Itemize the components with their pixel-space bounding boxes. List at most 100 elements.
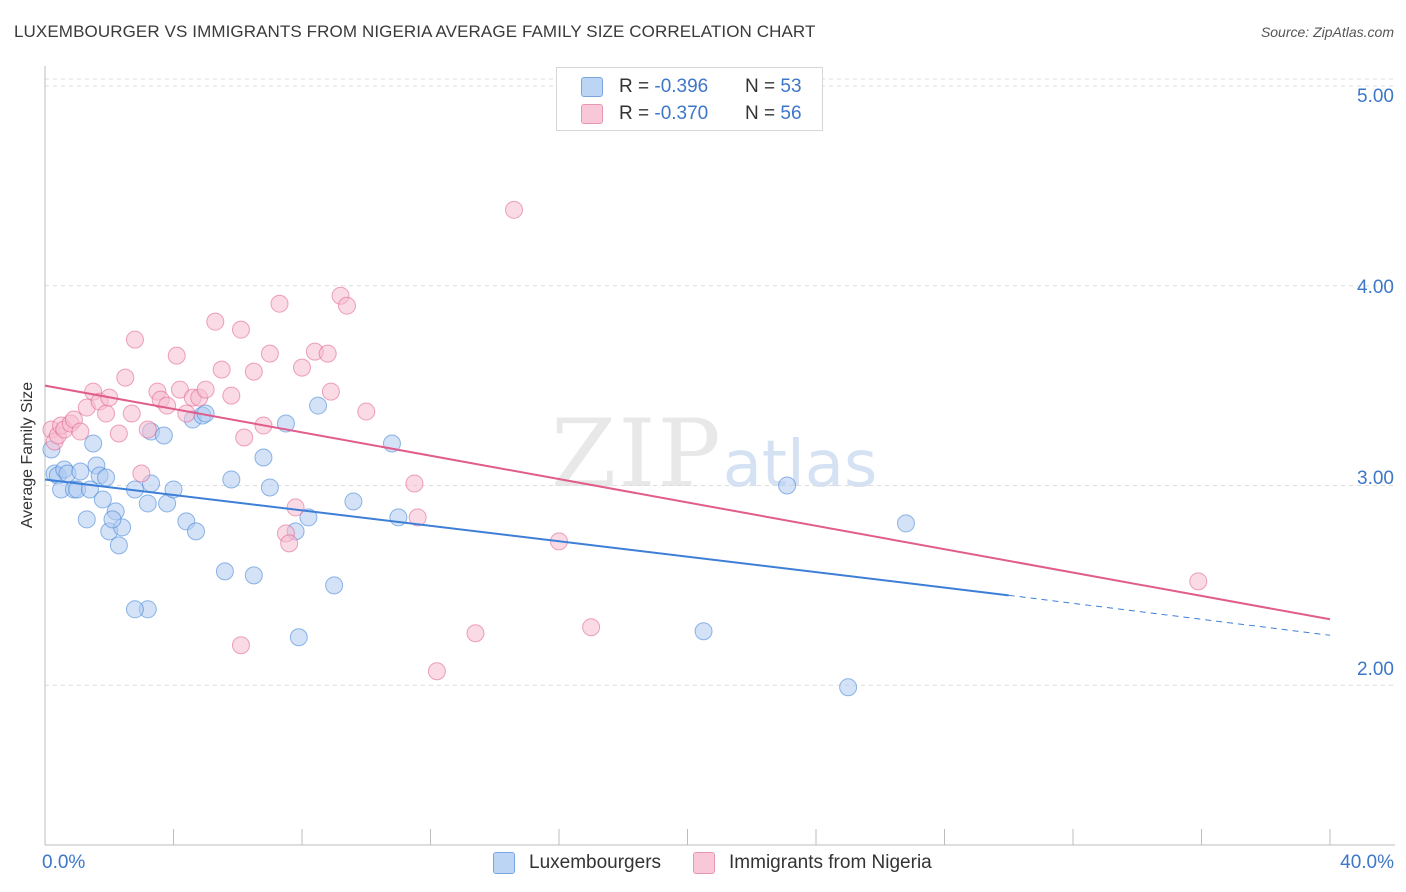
r-stat: R = -0.370 bbox=[619, 103, 745, 125]
nigeria-point bbox=[321, 382, 340, 401]
nigeria-point bbox=[466, 624, 485, 643]
luxembourger-point bbox=[896, 514, 915, 533]
luxembourger-trendline bbox=[44, 478, 1009, 597]
nigeria-point bbox=[408, 508, 427, 527]
luxembourger-point bbox=[71, 462, 90, 481]
luxembourger-point bbox=[254, 448, 273, 467]
nigeria-point bbox=[286, 498, 305, 517]
luxembourger-point bbox=[77, 510, 96, 529]
luxembourger-point bbox=[215, 562, 234, 581]
luxembourger-point bbox=[222, 470, 241, 489]
legend-label: Immigrants from Nigeria bbox=[729, 852, 932, 873]
nigeria-point bbox=[132, 464, 151, 483]
nigeria-swatch bbox=[581, 104, 603, 124]
nigeria-point bbox=[505, 200, 524, 219]
nigeria-point bbox=[170, 380, 189, 399]
legend-item-nigeria[interactable]: Immigrants from Nigeria bbox=[693, 852, 932, 874]
watermark-zip: ZIP bbox=[551, 400, 723, 509]
nigeria-point bbox=[122, 404, 141, 423]
nigeria-point bbox=[405, 474, 424, 493]
nigeria-point bbox=[1189, 572, 1208, 591]
y-tick-label: 4.00 bbox=[1357, 277, 1394, 298]
luxembourger-trendline-extension bbox=[1008, 594, 1331, 636]
n-stat: N = 53 bbox=[745, 76, 802, 98]
luxembourgers-swatch bbox=[581, 77, 603, 97]
luxembourger-point bbox=[325, 576, 344, 595]
luxembourger-point bbox=[344, 492, 363, 511]
series-legend: Luxembourgers Immigrants from Nigeria bbox=[493, 852, 964, 874]
stats-row-nigeria: R = -0.370 N = 56 bbox=[581, 101, 802, 127]
nigeria-point bbox=[235, 428, 254, 447]
luxembourger-point bbox=[309, 396, 328, 415]
nigeria-point bbox=[280, 534, 299, 553]
n-value: 56 bbox=[780, 103, 802, 124]
nigeria-point bbox=[244, 362, 263, 381]
luxembourger-point bbox=[125, 600, 144, 619]
legend-label: Luxembourgers bbox=[529, 852, 662, 873]
luxembourger-point bbox=[93, 490, 112, 509]
x-tick-label-min: 0.0% bbox=[42, 852, 86, 873]
nigeria-point bbox=[177, 404, 196, 423]
nigeria-point bbox=[138, 420, 157, 439]
n-label: N = bbox=[745, 103, 781, 124]
nigeria-point bbox=[357, 402, 376, 421]
nigeria-trendline bbox=[44, 384, 1331, 621]
nigeria-point bbox=[231, 636, 250, 655]
nigeria-point bbox=[116, 368, 135, 387]
y-tick-label: 3.00 bbox=[1357, 468, 1394, 489]
nigeria-point bbox=[270, 294, 289, 313]
luxembourger-point bbox=[694, 622, 713, 641]
luxembourger-point bbox=[289, 628, 308, 647]
watermark-atlas: atlas bbox=[722, 428, 878, 502]
n-value: 53 bbox=[780, 76, 802, 97]
nigeria-point bbox=[260, 344, 279, 363]
y-tick-label: 2.00 bbox=[1357, 659, 1394, 680]
nigeria-point bbox=[337, 296, 356, 315]
nigeria-swatch bbox=[693, 852, 716, 874]
nigeria-point bbox=[196, 380, 215, 399]
nigeria-point bbox=[582, 618, 601, 637]
nigeria-point bbox=[318, 344, 337, 363]
watermark: ZIPatlas bbox=[551, 400, 877, 509]
luxembourger-point bbox=[244, 566, 263, 585]
luxembourger-point bbox=[97, 468, 116, 487]
r-label: R = bbox=[619, 103, 655, 124]
nigeria-point bbox=[109, 424, 128, 443]
luxembourger-point bbox=[839, 678, 858, 697]
nigeria-point bbox=[167, 346, 186, 365]
nigeria-point bbox=[212, 360, 231, 379]
legend-item-luxembourgers[interactable]: Luxembourgers bbox=[493, 852, 661, 874]
luxembourger-point bbox=[186, 522, 205, 541]
luxembourger-point bbox=[103, 510, 122, 529]
stats-legend: R = -0.396 N = 53 R = -0.370 N = 56 bbox=[556, 67, 823, 131]
y-axis-label: Average Family Size bbox=[19, 381, 36, 529]
nigeria-point bbox=[97, 404, 116, 423]
nigeria-point bbox=[222, 386, 241, 405]
nigeria-point bbox=[125, 330, 144, 349]
nigeria-point bbox=[206, 312, 225, 331]
y-tick-label: 5.00 bbox=[1357, 86, 1394, 107]
luxembourger-point bbox=[84, 434, 103, 453]
nigeria-point bbox=[71, 422, 90, 441]
luxembourger-point bbox=[154, 426, 173, 445]
nigeria-point bbox=[293, 358, 311, 377]
r-value: -0.396 bbox=[654, 76, 709, 97]
nigeria-point bbox=[231, 320, 250, 339]
luxembourger-point bbox=[299, 508, 318, 527]
luxembourger-point bbox=[260, 478, 279, 497]
source-label: Source: ZipAtlas.com bbox=[1260, 24, 1394, 40]
x-tick-label-max: 40.0% bbox=[1340, 852, 1394, 873]
r-label: R = bbox=[619, 76, 655, 97]
r-stat: R = -0.396 bbox=[619, 76, 745, 98]
r-value: -0.370 bbox=[654, 103, 709, 124]
luxembourger-point bbox=[109, 536, 128, 555]
nigeria-point bbox=[158, 396, 177, 415]
chart-title: LUXEMBOURGER VS IMMIGRANTS FROM NIGERIA … bbox=[14, 22, 816, 41]
nigeria-point bbox=[427, 662, 446, 681]
luxembourger-point bbox=[138, 494, 157, 513]
stats-row-luxembourgers: R = -0.396 N = 53 bbox=[581, 74, 802, 100]
n-label: N = bbox=[745, 76, 781, 97]
n-stat: N = 56 bbox=[745, 103, 802, 125]
luxembourgers-swatch bbox=[493, 852, 515, 874]
